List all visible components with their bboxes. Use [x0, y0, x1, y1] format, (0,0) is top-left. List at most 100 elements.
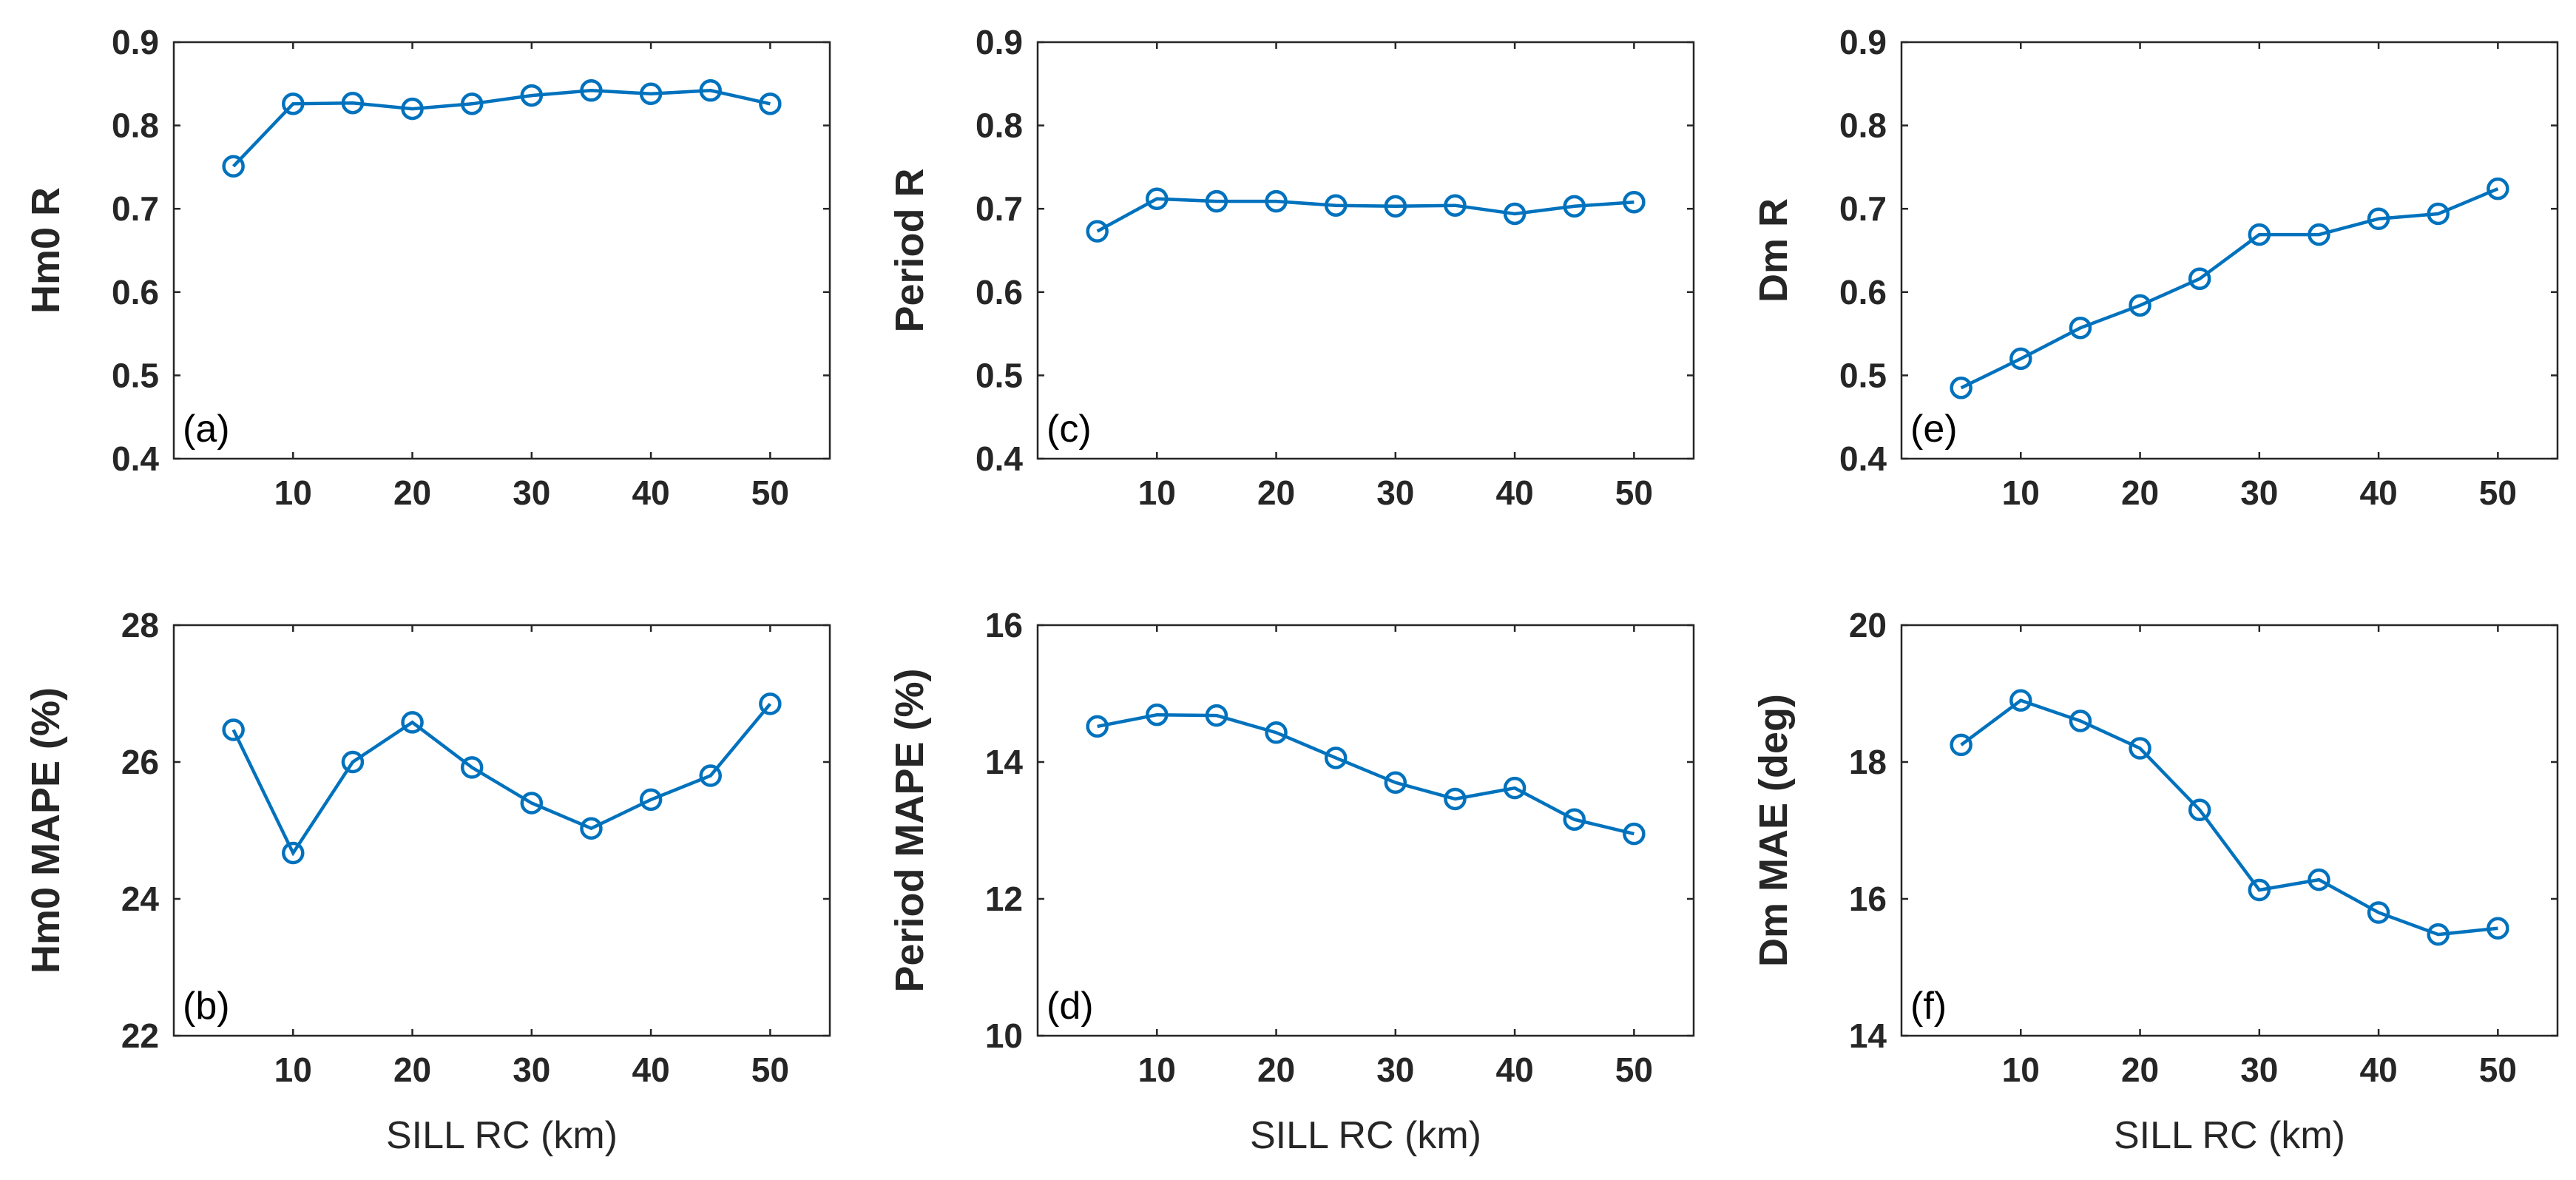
panel-label: (e)	[1910, 408, 1958, 451]
axes-frame	[1900, 624, 2559, 1037]
series-line	[231, 702, 772, 857]
data-point	[460, 756, 484, 779]
data-point	[341, 91, 365, 115]
x-tick-label: 30	[1376, 473, 1414, 512]
x-tick-label: 50	[2479, 1051, 2517, 1089]
y-axis-label: Period R	[888, 168, 932, 332]
x-tick-label: 50	[751, 473, 789, 512]
axes-frame	[172, 41, 831, 460]
data-point	[1265, 721, 1288, 744]
x-tick-label: 10	[274, 473, 312, 512]
panel-c: 0.4 0.5 0.6 0.7 0.8 0.9 10 20 30 40 50 Period R (c)	[888, 23, 1695, 512]
axes-frame	[1036, 41, 1695, 460]
y-tick-label: 12	[985, 880, 1023, 918]
data-point	[1623, 822, 1646, 846]
data-point	[2308, 868, 2330, 891]
y-tick-label: 28	[121, 606, 159, 644]
y-tick-label: 14	[1849, 1017, 1887, 1055]
data-point	[2427, 923, 2450, 946]
data-point	[1503, 776, 1527, 800]
y-tick-label: 0.9	[112, 23, 159, 61]
x-tick-label: 40	[632, 473, 670, 512]
data-point	[1444, 194, 1467, 217]
y-tick-label: 0.4	[976, 439, 1023, 478]
y-tick-label: 18	[1849, 743, 1887, 781]
data-point	[1444, 787, 1467, 811]
data-point	[699, 79, 722, 102]
data-point	[2367, 901, 2390, 924]
x-tick-label: 50	[2479, 473, 2517, 512]
data-point	[1623, 190, 1646, 214]
panel-f: 14 16 18 20 10 20 30 40 50 Dm MAE (deg) SILL RC (k…	[1751, 606, 2559, 1157]
data-point	[1950, 377, 1972, 399]
data-point	[1324, 194, 1348, 217]
data-point	[2129, 737, 2151, 760]
data-point	[2129, 294, 2151, 317]
y-tick-label: 0.6	[112, 273, 159, 311]
data-point	[1384, 771, 1407, 794]
y-tick-label: 0.9	[1839, 23, 1887, 61]
x-tick-label: 10	[2002, 473, 2040, 512]
y-tick-label: 0.7	[112, 189, 159, 228]
y-tick-label: 0.6	[976, 273, 1023, 311]
axes-frame	[172, 624, 831, 1037]
data-point	[2308, 223, 2330, 246]
x-tick-label: 40	[632, 1051, 670, 1089]
y-tick-label: 0.8	[1839, 107, 1887, 145]
data-point	[2487, 917, 2509, 940]
y-axis-label: Hm0 R	[24, 187, 68, 314]
data-point	[520, 84, 544, 107]
data-point	[580, 817, 603, 840]
data-point	[1950, 733, 1972, 757]
data-point	[1563, 808, 1586, 831]
data-point	[2188, 798, 2211, 821]
data-point	[282, 92, 305, 115]
x-tick-label: 50	[1615, 473, 1653, 512]
data-point	[580, 79, 603, 102]
data-point	[222, 718, 245, 741]
y-axis-label: Period MAPE (%)	[888, 668, 932, 992]
data-point	[2487, 177, 2509, 200]
x-tick-label: 10	[274, 1051, 312, 1089]
data-point	[699, 764, 722, 787]
y-tick-label: 0.8	[112, 107, 159, 145]
series-line	[1960, 698, 2498, 937]
data-point	[1324, 746, 1348, 769]
axes-frame	[1900, 41, 2559, 460]
data-point	[2248, 878, 2271, 902]
x-tick-label: 20	[1257, 473, 1295, 512]
panel-label: (b)	[183, 985, 230, 1028]
data-point	[2367, 207, 2390, 230]
data-point	[282, 841, 305, 865]
y-tick-label: 26	[121, 743, 159, 781]
x-axis-label: SILL RC (km)	[1250, 1114, 1481, 1157]
x-tick-label: 40	[2360, 1051, 2398, 1089]
y-tick-label: 0.7	[976, 189, 1023, 228]
x-tick-label: 20	[2121, 1051, 2159, 1089]
y-tick-label: 20	[1849, 606, 1887, 644]
y-tick-label: 24	[121, 880, 160, 918]
x-tick-label: 40	[1496, 473, 1534, 512]
panel-b: 22 24 26 28 10 20 30 40 50 Hm0 MAPE (%) SILL RC (k…	[24, 606, 831, 1157]
x-tick-label: 10	[1138, 1051, 1176, 1089]
panel-e: 0.4 0.5 0.6 0.7 0.8 0.9 10 20 30 40 50 Dm R (e)	[1751, 23, 2559, 512]
y-tick-label: 0.4	[1839, 439, 1887, 478]
x-tick-label: 30	[2240, 1051, 2278, 1089]
panel-label: (a)	[183, 408, 230, 451]
data-point	[1146, 703, 1169, 726]
x-tick-label: 20	[2121, 473, 2159, 512]
data-point	[1146, 187, 1169, 210]
data-point	[2009, 347, 2032, 371]
axes-frame	[1036, 624, 1695, 1037]
data-point	[2248, 223, 2271, 246]
data-point	[520, 792, 544, 815]
data-point	[639, 788, 663, 812]
data-point	[2069, 316, 2092, 340]
series-line	[231, 89, 771, 168]
x-tick-label: 30	[513, 1051, 550, 1089]
panel-label: (f)	[1910, 985, 1947, 1028]
x-tick-label: 40	[2360, 473, 2398, 512]
data-point	[401, 97, 424, 121]
data-point	[2069, 709, 2092, 732]
